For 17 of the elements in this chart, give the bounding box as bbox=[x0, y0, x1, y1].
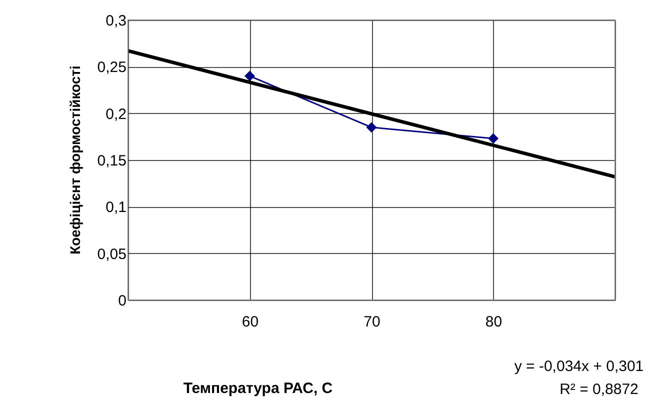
y-tick-label: 0,2 bbox=[106, 106, 126, 123]
x-tick-label: 70 bbox=[364, 314, 380, 330]
x-tick-label: 60 bbox=[242, 314, 259, 330]
x-tick-label: 80 bbox=[485, 314, 502, 330]
y-tick-label: 0,1 bbox=[106, 199, 126, 216]
text: R² = 0,8872 bbox=[560, 381, 638, 398]
y-tick-label: 0,05 bbox=[97, 246, 126, 263]
y-axis-title: Коефіцієнт формостійкості bbox=[67, 66, 83, 254]
x-axis-title: Температура РАС, С bbox=[183, 380, 333, 397]
text: y = -0,034x + 0,301 bbox=[514, 358, 644, 375]
y-tick-label: 0 bbox=[118, 292, 126, 310]
point bbox=[244, 70, 255, 82]
y-tick-label: 0,3 bbox=[106, 12, 126, 30]
y-tick-label: 0,25 bbox=[97, 59, 126, 76]
y-tick-label: 0,15 bbox=[97, 152, 126, 170]
point bbox=[488, 133, 498, 144]
point bbox=[366, 122, 377, 133]
